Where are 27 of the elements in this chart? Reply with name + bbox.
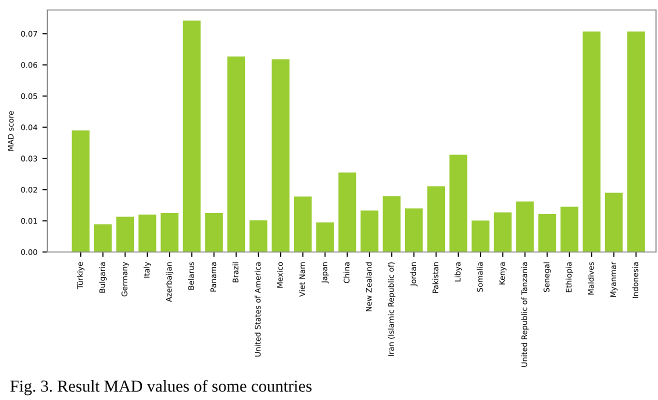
bar bbox=[272, 59, 290, 252]
bar bbox=[94, 224, 112, 252]
bar bbox=[604, 192, 623, 252]
bar bbox=[516, 201, 534, 252]
bar bbox=[205, 213, 223, 252]
bar bbox=[427, 186, 445, 252]
bar bbox=[338, 172, 356, 252]
bar bbox=[382, 196, 401, 252]
bar bbox=[472, 220, 490, 252]
bar bbox=[494, 212, 512, 252]
bar bbox=[160, 213, 178, 252]
bar bbox=[294, 196, 312, 252]
bar bbox=[227, 56, 246, 252]
bar bbox=[138, 214, 156, 252]
bar bbox=[250, 220, 268, 252]
bar bbox=[116, 216, 134, 252]
bar bbox=[560, 206, 578, 252]
bar bbox=[182, 20, 201, 252]
bar bbox=[360, 210, 378, 252]
caption: Fig. 3. Result MAD values of some countries bbox=[10, 380, 312, 396]
bar bbox=[582, 32, 600, 252]
bar bbox=[72, 130, 90, 252]
bar bbox=[316, 222, 334, 252]
bar bbox=[627, 32, 645, 252]
bar bbox=[538, 214, 556, 252]
bar bbox=[405, 208, 423, 252]
bar bbox=[449, 154, 468, 252]
